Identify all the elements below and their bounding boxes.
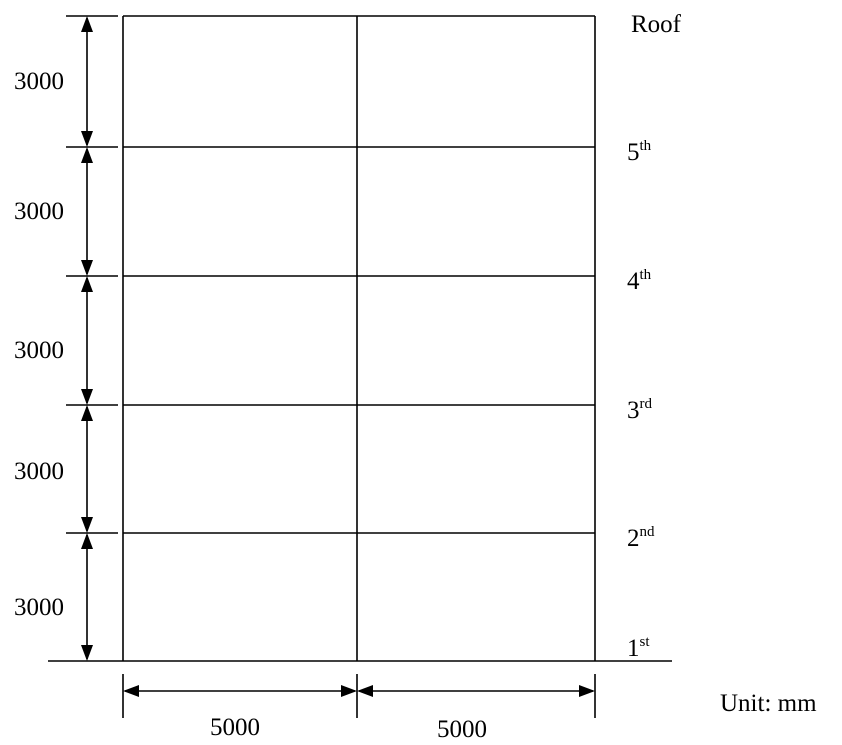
floor-label-3rd: 3rd bbox=[627, 396, 652, 424]
arrowhead-icon bbox=[123, 685, 139, 697]
floor-label-1st: 1st bbox=[627, 634, 650, 662]
bay-width-label-1: 5000 bbox=[210, 714, 260, 741]
unit-label: Unit: mm bbox=[720, 690, 817, 717]
floor-label-roof: Roof bbox=[631, 11, 682, 38]
arrowhead-icon bbox=[81, 260, 93, 276]
arrowhead-icon bbox=[579, 685, 595, 697]
floor-label-2nd: 2nd bbox=[627, 524, 655, 552]
arrowhead-icon bbox=[81, 405, 93, 421]
floor-label-5th: 5th bbox=[627, 138, 652, 166]
arrowhead-icon bbox=[81, 645, 93, 661]
arrowhead-icon bbox=[81, 276, 93, 292]
floor-label-4th: 4th bbox=[627, 267, 652, 295]
arrowhead-icon bbox=[81, 16, 93, 32]
arrowhead-icon bbox=[81, 131, 93, 147]
storey-height-label-2: 3000 bbox=[14, 458, 64, 485]
storey-height-label-5: 3000 bbox=[14, 68, 64, 95]
arrowhead-icon bbox=[341, 685, 357, 697]
bay-width-label-2: 5000 bbox=[437, 716, 487, 743]
storey-height-label-1: 3000 bbox=[14, 594, 64, 621]
arrowhead-icon bbox=[81, 389, 93, 405]
storey-height-label-3: 3000 bbox=[14, 337, 64, 364]
storey-height-label-4: 3000 bbox=[14, 198, 64, 225]
arrowhead-icon bbox=[357, 685, 373, 697]
arrowhead-icon bbox=[81, 517, 93, 533]
arrowhead-icon bbox=[81, 147, 93, 163]
arrowhead-icon bbox=[81, 533, 93, 549]
